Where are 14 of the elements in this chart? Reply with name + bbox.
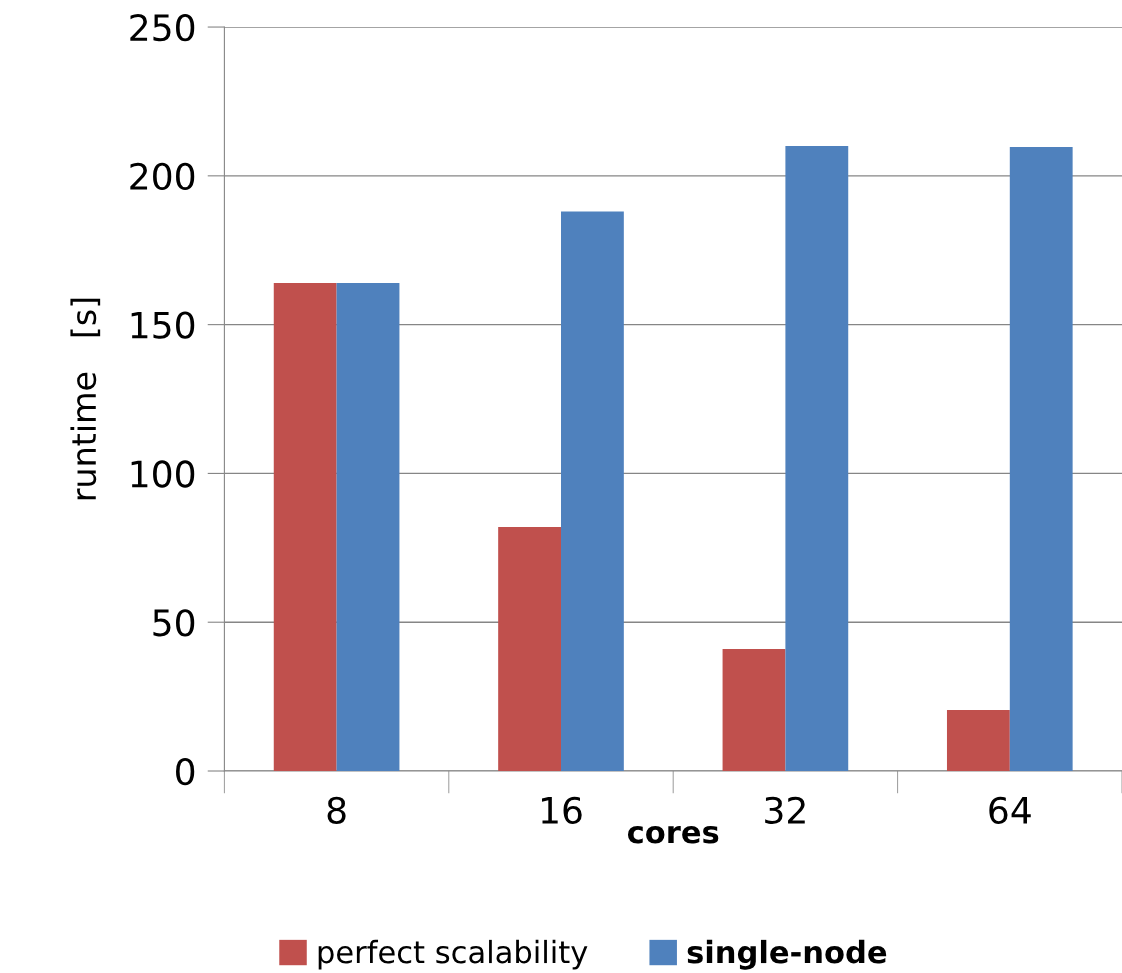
x-tick-label: 32 <box>765 796 805 824</box>
x-axis-title: cores <box>627 825 719 844</box>
legend-label: single-node <box>687 939 887 970</box>
y-tick-label: 250 <box>130 13 195 42</box>
y-tick-label: 0 <box>176 757 195 786</box>
y-tick-label: 200 <box>130 162 195 191</box>
x-tick-label: 64 <box>989 796 1031 824</box>
y-tick-label: 150 <box>131 311 195 339</box>
x-tick-label: 8 <box>327 796 346 824</box>
legend-label: perfect scalability <box>318 939 588 970</box>
x-tick-label: 16 <box>541 796 582 824</box>
y-axis-title: runtime [s] <box>70 298 101 500</box>
y-tick-label: 100 <box>131 460 195 488</box>
y-tick-label: 50 <box>153 609 195 637</box>
